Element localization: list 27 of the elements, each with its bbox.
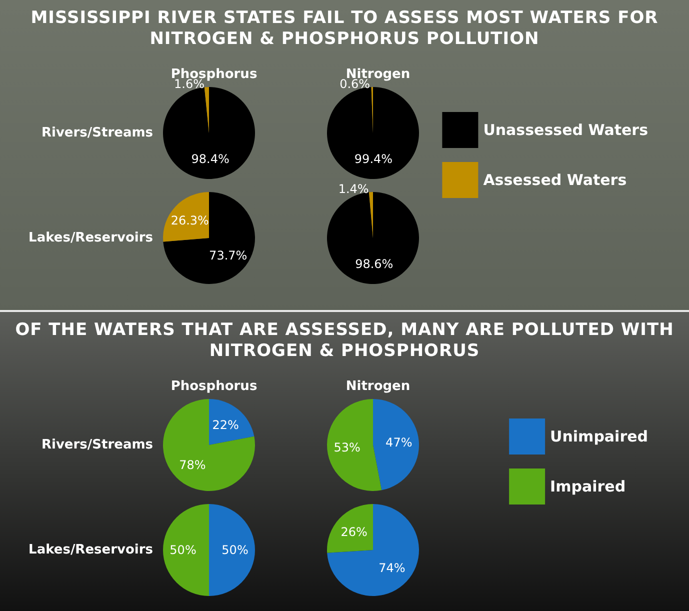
data-label: 26% — [340, 525, 368, 540]
text: Rivers/Streams — [41, 438, 154, 452]
data-label: 98.6% — [355, 256, 394, 271]
legend-label: Unimpaired — [550, 428, 648, 446]
data-label: 78% — [179, 458, 206, 472]
legend-label: Assessed Waters — [483, 171, 627, 189]
text: OF THE WATERS THAT ARE ASSESSED, MANY ARE POLLUTED WITH NITROGEN & PHOSPHORUS — [14, 320, 675, 362]
text: Rivers/Streams — [41, 126, 154, 140]
data-label: 98.4% — [191, 152, 230, 166]
data-label: 50% — [222, 543, 248, 557]
chart-title: Phosphorus — [170, 379, 258, 394]
data-label: 26.3% — [170, 213, 209, 228]
legend-label: Unassessed Waters — [483, 121, 648, 139]
text: Lakes/Reservoirs — [28, 230, 154, 246]
data-label: 47% — [386, 436, 412, 450]
legend-label: Impaired — [550, 478, 626, 496]
data-label: 0.6% — [340, 77, 370, 92]
text: Lakes/Reservoirs — [28, 542, 154, 558]
data-label: 99.4% — [354, 152, 393, 166]
text: MISSISSIPPI RIVER STATES FAIL TO ASSESS MOST WATERS FOR NITROGEN & PHOSPHORUS POLLUTION — [30, 8, 660, 50]
data-label: 53% — [334, 440, 360, 454]
data-label: 1.4% — [338, 182, 369, 196]
data-label: 50% — [170, 543, 196, 557]
data-label: 22% — [212, 418, 239, 432]
data-label: 74% — [378, 560, 406, 575]
chart-title: Nitrogen — [346, 379, 410, 394]
data-label: 73.7% — [209, 248, 248, 263]
